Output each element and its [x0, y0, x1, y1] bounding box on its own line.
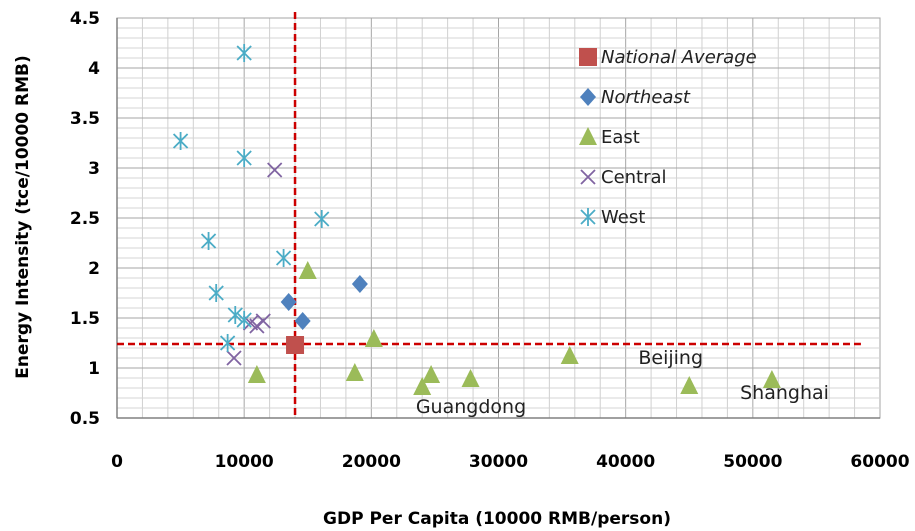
x-tick-label: 60000: [850, 452, 909, 472]
east-point: [560, 346, 579, 364]
legend-label-west: West: [601, 207, 645, 228]
y-tick-label: 4: [88, 59, 100, 79]
legend: National Average Northeast East Central West: [579, 47, 757, 228]
east-point: [298, 261, 317, 279]
east-point: [680, 376, 699, 394]
west-point: [200, 232, 217, 250]
central-point: [249, 318, 265, 334]
west-point: [236, 149, 252, 167]
axes: 0 10000 20000 30000 40000 50000 60000 0.5 1 1.5 2 2…: [70, 9, 910, 472]
reference-lines: [117, 12, 861, 418]
central-point: [267, 162, 283, 178]
northeast-point: [351, 275, 368, 293]
west-point: [236, 311, 252, 329]
central-point: [226, 350, 242, 366]
central-point: [255, 313, 271, 329]
y-tick-label: 2.5: [70, 209, 100, 229]
annotation-shanghai: Shanghai: [740, 382, 829, 404]
annotations: Beijing Shanghai Guangdong: [416, 347, 829, 418]
y-tick-label: 2: [88, 259, 100, 279]
x-tick-label: 30000: [469, 452, 528, 472]
east-point: [345, 363, 364, 381]
x-tick-label: 40000: [596, 452, 655, 472]
y-tick-label: 4.5: [70, 9, 100, 29]
gridlines: [116, 17, 881, 419]
northeast-point: [280, 293, 297, 311]
east-point: [413, 377, 432, 395]
legend-marker-northeast: [580, 88, 596, 106]
y-tick-label: 3.5: [70, 109, 100, 129]
legend-label-east: East: [601, 127, 640, 148]
x-tick-label: 0: [111, 452, 123, 472]
east-point: [364, 329, 383, 347]
x-tick-label: 50000: [723, 452, 782, 472]
y-tick-label: 1.5: [70, 309, 100, 329]
legend-label-national-average: National Average: [601, 47, 757, 68]
legend-label-central: Central: [601, 167, 667, 188]
west-point: [208, 284, 224, 302]
legend-marker-west: [580, 208, 596, 226]
east-point: [762, 370, 781, 388]
west-point: [236, 44, 252, 62]
annotation-guangdong: Guangdong: [416, 396, 526, 418]
east-point: [461, 369, 480, 387]
y-tick-label: 1: [88, 359, 100, 379]
west-point: [227, 306, 243, 324]
legend-marker-central: [580, 169, 596, 185]
national-average-point: [286, 336, 305, 354]
west-point: [172, 132, 189, 150]
annotation-beijing: Beijing: [638, 347, 703, 369]
y-axis-title: Energy Intensity (tce/10000 RMB): [13, 55, 33, 379]
west-point: [275, 249, 292, 267]
east-point: [422, 365, 441, 383]
y-tick-label: 0.5: [70, 409, 100, 429]
west-point: [314, 210, 330, 228]
east-point: [247, 365, 266, 383]
northeast-point: [294, 312, 311, 330]
west-point: [219, 334, 236, 352]
x-tick-label: 10000: [215, 452, 274, 472]
x-axis-title: GDP Per Capita (10000 RMB/person): [323, 509, 671, 529]
legend-marker-east: [579, 127, 597, 145]
legend-label-northeast: Northeast: [601, 87, 691, 108]
data-points: [172, 44, 781, 395]
legend-marker-national-average: [579, 48, 597, 66]
x-tick-label: 20000: [342, 452, 401, 472]
y-tick-label: 3: [88, 159, 100, 179]
